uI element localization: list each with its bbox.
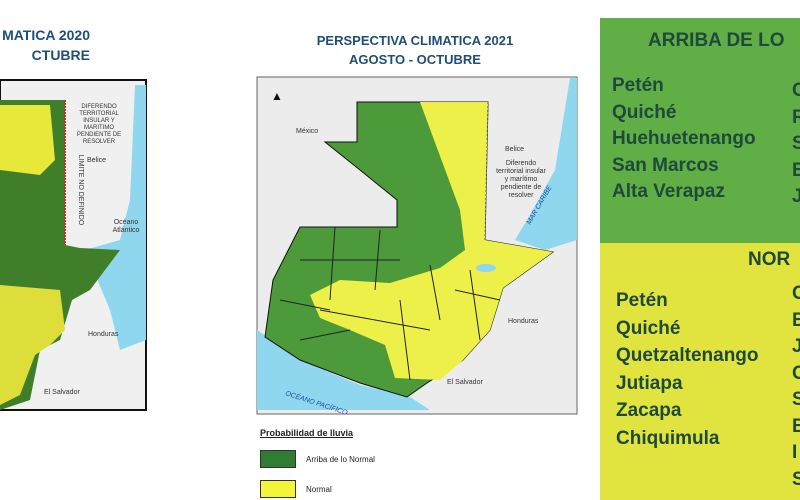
department: J	[792, 336, 800, 357]
department: Zacapa	[616, 400, 682, 421]
department: Quiché	[612, 101, 677, 123]
legend-swatch	[260, 450, 296, 468]
legend-item-above-normal: Arriba de lo Normal	[260, 450, 460, 468]
department: Alta Verapaz	[612, 181, 725, 202]
left-dispute-label: DIFERENDO TERRITORIAL INSULAR Y MARITIMO…	[76, 104, 122, 145]
department: J	[792, 186, 800, 207]
belize-label: Belice	[87, 157, 106, 164]
department: B	[792, 415, 800, 437]
department: S	[792, 389, 800, 410]
left-map-title: MATICA 2020 CTUBRE	[0, 25, 90, 65]
department: Petén	[616, 290, 668, 311]
department: C	[792, 80, 800, 101]
department: S	[792, 133, 800, 154]
department: Chiquimula	[616, 427, 720, 449]
normal-list-2: C B J C S B I S	[792, 281, 800, 493]
salvador-label: El Salvador	[447, 379, 483, 386]
department: S	[792, 468, 800, 490]
department: R	[792, 106, 800, 128]
mexico-label: México	[296, 128, 318, 135]
above-normal-heading: ARRIBA DE LO	[648, 30, 785, 51]
honduras-label: Honduras	[88, 331, 119, 338]
department: Huehuetenango	[612, 128, 756, 149]
department: Jutiapa	[616, 372, 683, 394]
map-legend: Probabilidad de lluvia Arriba de lo Norm…	[260, 428, 460, 498]
legend-title: Probabilidad de lluvia	[260, 428, 354, 438]
center-dispute-label: Diferendo territorial insular y marítimo…	[496, 160, 546, 199]
department: Quiché	[616, 317, 681, 339]
legend-label: Normal	[306, 484, 332, 494]
above-normal-list-2: C R S B J	[792, 78, 800, 211]
above-normal-list: Petén Quiché Huehuetenango San Marcos Al…	[612, 73, 756, 206]
guatemala-normal-zone	[310, 102, 553, 380]
title-line: MATICA 2020	[2, 27, 90, 43]
department: San Marcos	[612, 154, 719, 176]
department: B	[792, 309, 800, 331]
belize-label: Belice	[505, 146, 524, 153]
legend-swatch	[260, 480, 296, 498]
department: C	[792, 283, 800, 304]
center-map-title: PERSPECTIVA CLIMATICA 2021 AGOSTO - OCTU…	[290, 31, 540, 69]
normal-list: Petén Quiché Quetzaltenango Jutiapa Zaca…	[616, 287, 759, 452]
north-arrow-icon: ▲	[271, 89, 283, 103]
department: I	[792, 442, 798, 463]
honduras-label: Honduras	[508, 318, 539, 325]
left-ocean-label: Océano Atlántico	[112, 219, 140, 234]
department: Petén	[612, 75, 664, 96]
department: Quetzaltenango	[616, 345, 759, 366]
pacific-ocean	[257, 330, 430, 410]
normal-panel: NOR Petén Quiché Quetzaltenango Jutiapa …	[600, 243, 800, 500]
legend-item-normal: Normal	[260, 480, 460, 498]
department: C	[792, 362, 800, 384]
center-map: ▲ México Belice Honduras El Salvador OCÉ…	[256, 76, 578, 417]
department: B	[792, 159, 800, 181]
title-line: PERSPECTIVA CLIMATICA 2021	[316, 33, 514, 48]
title-line: AGOSTO - OCTUBRE	[349, 52, 481, 67]
left-map: Belice Honduras El Salvador	[0, 79, 147, 411]
title-line: CTUBRE	[31, 47, 90, 63]
salvador-label: El Salvador	[44, 389, 80, 396]
caribbean-sea	[515, 78, 577, 250]
normal-heading: NOR	[748, 249, 791, 270]
above-normal-panel: ARRIBA DE LO Petén Quiché Huehuetenango …	[600, 18, 800, 243]
left-limit-label: LIMITE NO DEFINIDO	[77, 154, 84, 226]
legend-label: Arriba de lo Normal	[306, 454, 375, 464]
